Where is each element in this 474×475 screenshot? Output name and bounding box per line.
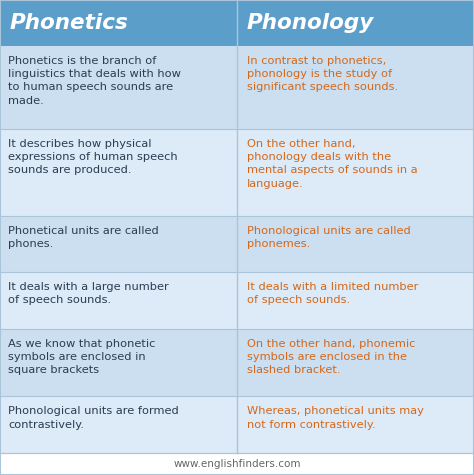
Text: www.englishfinders.com: www.englishfinders.com <box>173 459 301 469</box>
Text: It describes how physical
expressions of human speech
sounds are produced.: It describes how physical expressions of… <box>8 139 178 175</box>
Text: Phonetics: Phonetics <box>10 13 129 33</box>
Text: Phonology: Phonology <box>247 13 374 33</box>
Bar <box>237 397 474 453</box>
Text: Phonetics is the branch of
linguistics that deals with how
to human speech sound: Phonetics is the branch of linguistics t… <box>8 56 181 105</box>
Text: On the other hand,
phonology deals with the
mental aspects of sounds in a
langua: On the other hand, phonology deals with … <box>247 139 418 189</box>
Text: As we know that phonetic
symbols are enclosed in
square brackets: As we know that phonetic symbols are enc… <box>8 339 155 375</box>
Bar <box>237 216 474 272</box>
Text: Whereas, phonetical units may
not form contrastively.: Whereas, phonetical units may not form c… <box>247 407 424 430</box>
Bar <box>237 129 474 216</box>
Bar <box>237 329 474 397</box>
Bar <box>0 216 237 272</box>
Bar <box>0 453 474 475</box>
Text: On the other hand, phonemic
symbols are enclosed in the
slashed bracket.: On the other hand, phonemic symbols are … <box>247 339 415 375</box>
Text: It deals with a limited number
of speech sounds.: It deals with a limited number of speech… <box>247 282 419 305</box>
Bar <box>237 272 474 329</box>
Bar <box>0 397 237 453</box>
Bar <box>0 46 237 129</box>
Bar <box>0 129 237 216</box>
Text: In contrast to phonetics,
phonology is the study of
significant speech sounds.: In contrast to phonetics, phonology is t… <box>247 56 398 93</box>
Bar <box>0 272 237 329</box>
Bar <box>237 0 474 46</box>
Bar <box>0 329 237 397</box>
Text: Phonological units are called
phonemes.: Phonological units are called phonemes. <box>247 226 411 249</box>
Bar <box>237 46 474 129</box>
Text: Phonological units are formed
contrastively.: Phonological units are formed contrastiv… <box>8 407 179 430</box>
Bar <box>0 0 237 46</box>
Text: It deals with a large number
of speech sounds.: It deals with a large number of speech s… <box>8 282 169 305</box>
Text: Phonetical units are called
phones.: Phonetical units are called phones. <box>8 226 159 249</box>
